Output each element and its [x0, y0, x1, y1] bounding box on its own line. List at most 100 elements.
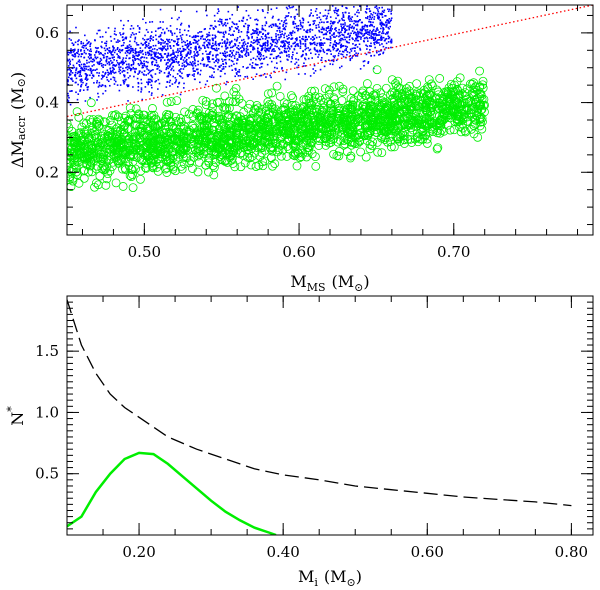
scatter-point — [250, 33, 253, 36]
scatter-point — [208, 161, 218, 171]
scatter-point — [324, 14, 326, 17]
scatter-point — [372, 33, 374, 35]
scatter-point — [422, 118, 432, 128]
scatter-point — [343, 36, 346, 38]
scatter-point — [76, 62, 78, 65]
scatter-point — [140, 91, 142, 93]
scatter-point — [97, 51, 100, 54]
scatter-point — [284, 44, 286, 47]
scatter-point — [148, 49, 151, 52]
scatter-point — [365, 31, 367, 34]
scatter-point — [300, 55, 303, 58]
scatter-point — [182, 48, 185, 50]
scatter-point — [314, 20, 316, 22]
scatter-point — [215, 44, 218, 47]
scatter-point — [238, 48, 240, 51]
scatter-point — [176, 73, 179, 75]
scatter-point — [97, 47, 99, 49]
scatter-point — [160, 43, 162, 46]
scatter-point — [365, 107, 375, 117]
scatter-point — [299, 21, 302, 24]
scatter-point — [117, 56, 119, 59]
scatter-point — [356, 24, 359, 27]
scatter-point — [258, 41, 260, 44]
scatter-point — [176, 18, 179, 21]
scatter-point — [241, 46, 244, 48]
scatter-point — [334, 28, 336, 31]
scatter-point — [271, 50, 273, 52]
scatter-point — [275, 7, 278, 9]
scatter-point — [363, 37, 366, 40]
scatter-point — [162, 28, 164, 31]
scatter-point — [96, 61, 99, 64]
scatter-point — [171, 67, 173, 70]
scatter-point — [226, 46, 229, 49]
scatter-point — [286, 35, 288, 38]
scatter-point — [163, 47, 166, 49]
x-tick-label: 0.20 — [122, 543, 155, 561]
scatter-point — [314, 53, 317, 56]
scatter-point — [208, 133, 218, 143]
scatter-point — [245, 67, 248, 69]
scatter-point — [178, 75, 181, 77]
scatter-point — [176, 56, 178, 59]
scatter-point — [231, 21, 234, 23]
scatter-point — [283, 45, 286, 48]
scatter-point — [92, 74, 95, 77]
scatter-point — [99, 60, 102, 63]
scatter-point — [417, 99, 427, 109]
scatter-point — [150, 46, 152, 48]
scatter-point — [212, 37, 214, 40]
scatter-point — [424, 128, 434, 137]
scatter-point — [330, 20, 332, 23]
scatter-point — [82, 44, 85, 47]
scatter-point — [372, 21, 374, 24]
scatter-point — [319, 39, 322, 41]
scatter-point — [96, 47, 98, 50]
scatter-point — [358, 86, 368, 96]
scatter-point — [157, 64, 159, 66]
scatter-point — [97, 96, 100, 98]
scatter-point — [171, 112, 181, 122]
scatter-point — [245, 55, 248, 57]
scatter-point — [174, 55, 176, 57]
scatter-point — [334, 123, 343, 133]
scatter-point — [366, 25, 369, 28]
scatter-point — [150, 75, 153, 77]
scatter-point — [151, 86, 153, 89]
scatter-point — [76, 98, 79, 101]
scatter-point — [130, 45, 132, 48]
scatter-point — [367, 15, 369, 18]
scatter-point — [119, 66, 122, 68]
scatter-point — [349, 48, 352, 50]
scatter-point — [185, 61, 188, 63]
scatter-point — [160, 47, 162, 50]
scatter-point — [219, 136, 229, 146]
scatter-point — [214, 65, 217, 67]
scatter-point — [259, 52, 262, 54]
scatter-point — [185, 44, 188, 46]
scatter-point — [85, 82, 88, 85]
scatter-point — [332, 55, 335, 58]
scatter-point — [283, 21, 285, 24]
scatter-point — [263, 113, 272, 123]
scatter-point — [126, 45, 129, 48]
scatter-point — [168, 72, 170, 75]
scatter-point — [233, 55, 236, 57]
scatter-point — [205, 64, 208, 67]
scatter-point — [92, 178, 101, 188]
scatter-point — [361, 21, 364, 24]
scatter-point — [102, 75, 105, 77]
scatter-point — [84, 65, 87, 68]
scatter-point — [113, 77, 116, 79]
scatter-point — [225, 83, 227, 86]
scatter-point — [380, 27, 382, 30]
scatter-point — [116, 84, 119, 86]
scatter-point — [113, 30, 116, 33]
scatter-point — [144, 53, 147, 56]
scatter-point — [251, 66, 253, 69]
scatter-point — [257, 57, 260, 60]
scatter-point — [135, 42, 138, 44]
scatter-point — [105, 58, 108, 60]
scatter-point — [112, 76, 115, 79]
